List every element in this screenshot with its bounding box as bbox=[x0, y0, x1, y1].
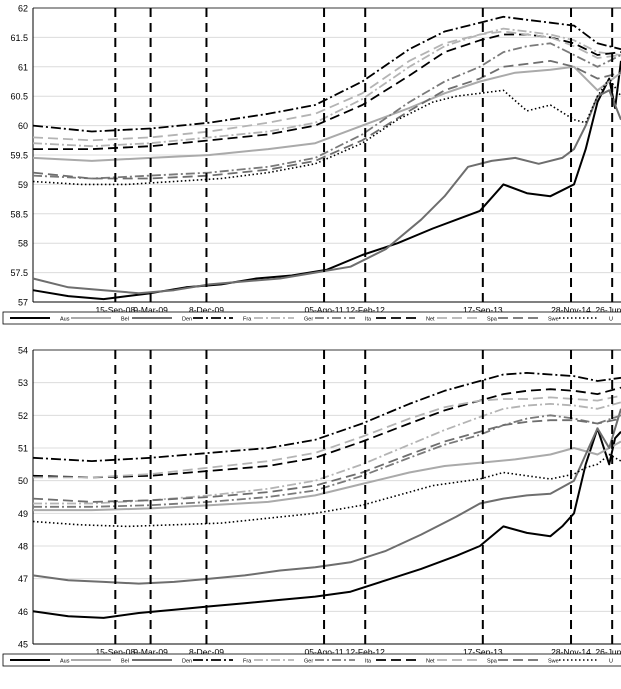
bottom-ytick-label: 51 bbox=[18, 444, 28, 454]
bottom-xtick-label: 8-Dec-09 bbox=[189, 647, 224, 657]
top-ytick-label: 61 bbox=[18, 62, 28, 72]
bottom-ytick-label: 48 bbox=[18, 542, 28, 552]
top-legend-label: Bel bbox=[121, 317, 129, 323]
bottom-ytick-label: 47 bbox=[18, 574, 28, 584]
top-ytick-label: 62 bbox=[18, 4, 28, 14]
bottom-legend-label: Fra bbox=[243, 659, 252, 665]
top-xtick-label: 26-Jun-1 bbox=[595, 305, 621, 315]
top-ytick-label: 60.5 bbox=[10, 92, 28, 102]
top-series-fra bbox=[32, 15, 621, 133]
bottom-series-fra bbox=[32, 371, 621, 462]
top-legend-label: Net bbox=[426, 317, 435, 323]
chart-bottom-canvas: 45 46 47 48 49 50 51 52 53 54 15-Sep-089-Mar-09 8-D… bbox=[2, 346, 621, 667]
top-series-spa bbox=[32, 30, 621, 142]
top-xtick-label: 28-Nov-14 bbox=[551, 305, 591, 315]
top-ytick-label: 58 bbox=[18, 239, 28, 249]
top-legend-label: Fra bbox=[243, 317, 252, 323]
bottom-xtick-label: 17-Sep-13 bbox=[463, 647, 503, 657]
top-ytick-label: 59 bbox=[18, 180, 28, 190]
top-series-net bbox=[33, 33, 621, 151]
top-legend-label: Spa bbox=[487, 317, 498, 323]
bottom-xtick-label: 9-Mar-09 bbox=[133, 647, 168, 657]
top-series-bel bbox=[32, 65, 621, 162]
top-xtick-label: 8-Dec-09 bbox=[189, 305, 224, 315]
bottom-legend-label: Ger bbox=[304, 659, 313, 665]
bottom-series-u bbox=[32, 453, 621, 528]
top-xtick-label: 12-Feb-12 bbox=[346, 305, 385, 315]
bottom-xtick-label: 28-Nov-14 bbox=[551, 647, 591, 657]
top-series-ger bbox=[32, 27, 621, 148]
bottom-ytick-label: 52 bbox=[18, 411, 28, 421]
top-xtick-label: 9-Mar-09 bbox=[133, 305, 168, 315]
bottom-legend bbox=[2, 653, 621, 667]
chart-top: 57 57.5 58 58.5 59 59.5 60 60.5 61 61.5 62 15-Sep-0… bbox=[0, 0, 621, 342]
bottom-series-ger bbox=[33, 401, 621, 505]
top-ytick-label: 58.5 bbox=[10, 209, 28, 219]
chart-top-canvas: 57 57.5 58 58.5 59 59.5 60 60.5 61 61.5 62 15-Sep-0… bbox=[2, 4, 621, 325]
bottom-xtick-label: 26-Jun-1 bbox=[595, 647, 621, 657]
bottom-legend-label: Bel bbox=[121, 659, 129, 665]
top-series-u bbox=[32, 77, 621, 186]
bottom-xtick-label: 05-Ago-11 bbox=[305, 647, 344, 657]
bottom-series-net bbox=[32, 386, 621, 479]
top-legend bbox=[2, 311, 621, 325]
bottom-legend-label: Aus bbox=[60, 659, 70, 665]
top-legend-label: Aus bbox=[60, 317, 70, 323]
top-ytick-label: 59.5 bbox=[10, 151, 28, 161]
bottom-series-den bbox=[32, 408, 621, 585]
bottom-ytick-label: 46 bbox=[18, 607, 28, 617]
bottom-ytick-label: 53 bbox=[18, 378, 28, 388]
bottom-legend-label: Net bbox=[426, 659, 435, 665]
bottom-series-bel bbox=[33, 440, 621, 512]
top-series-ita bbox=[32, 42, 621, 180]
bottom-legend-label: U bbox=[609, 659, 613, 665]
top-legend-label: Ita bbox=[365, 317, 372, 323]
bottom-ytick-label: 49 bbox=[18, 509, 28, 519]
top-ytick-label: 60 bbox=[18, 121, 28, 131]
bottom-xtick-label: 12-Feb-12 bbox=[346, 647, 385, 657]
bottom-legend-label: Swe bbox=[548, 659, 559, 665]
top-legend-label: U bbox=[609, 317, 613, 323]
top-legend-label: Den bbox=[182, 317, 192, 323]
top-xtick-label: 17-Sep-13 bbox=[463, 305, 503, 315]
top-xtick-label: 05-Ago-11 bbox=[305, 305, 344, 315]
bottom-ytick-label: 54 bbox=[18, 346, 28, 356]
bottom-legend-label: Den bbox=[182, 659, 192, 665]
bottom-series-swe bbox=[32, 417, 621, 503]
top-ytick-label: 61.5 bbox=[10, 33, 28, 43]
bottom-ytick-label: 45 bbox=[18, 640, 28, 650]
top-series-swe bbox=[32, 60, 621, 180]
top-legend-label: Swe bbox=[548, 317, 559, 323]
bottom-legend-label: Spa bbox=[487, 659, 498, 665]
bottom-series-aus bbox=[32, 427, 621, 619]
bottom-legend-label: Ita bbox=[365, 659, 372, 665]
bottom-xtick-label: 15-Sep-08 bbox=[95, 647, 135, 657]
top-legend-label: Ger bbox=[304, 317, 313, 323]
bottom-ytick-label: 50 bbox=[18, 476, 28, 486]
top-ytick-label: 57.5 bbox=[10, 268, 28, 278]
top-ytick-label: 57 bbox=[18, 298, 28, 308]
top-xtick-label: 15-Sep-08 bbox=[95, 305, 135, 315]
chart-bottom: 45 46 47 48 49 50 51 52 53 54 15-Sep-08 9-Mar-09 8-D… bbox=[0, 342, 621, 684]
top-series-den bbox=[32, 89, 621, 295]
